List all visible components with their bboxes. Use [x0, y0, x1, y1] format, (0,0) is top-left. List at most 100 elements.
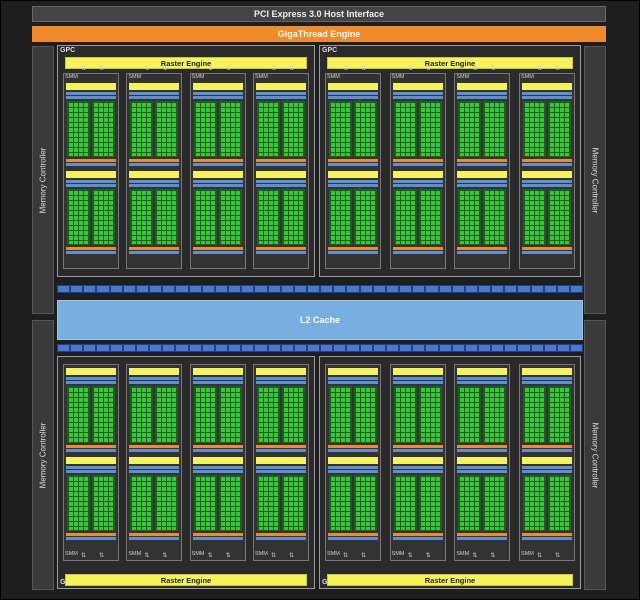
dispatch-unit — [457, 381, 508, 384]
load-store-unit — [522, 444, 572, 448]
instruction-buffer — [522, 83, 572, 90]
cuda-core-array — [483, 189, 507, 245]
instruction-buffer — [192, 368, 243, 375]
load-store-unit — [129, 247, 180, 250]
cuda-core-array — [418, 474, 442, 531]
instruction-buffer — [522, 456, 572, 464]
register-file — [256, 448, 306, 452]
warp-scheduler — [328, 92, 378, 95]
dispatch-unit — [328, 469, 378, 473]
smm-label: SMM — [327, 74, 340, 80]
warp-scheduler — [328, 377, 378, 380]
load-store-unit — [392, 444, 443, 448]
cuda-core-array — [523, 101, 546, 157]
cuda-core-array — [523, 386, 546, 443]
dispatch-unit — [328, 381, 378, 384]
smm-label: SMM — [391, 551, 405, 557]
arrow-icon: ⇅ — [490, 66, 496, 72]
pcie-host-interface: PCI Express 3.0 Host Interface — [32, 6, 606, 22]
arrow-icon: ⇅ — [425, 553, 431, 559]
register-file — [457, 163, 508, 166]
arrow-icon: ⇅ — [343, 66, 349, 72]
load-store-unit — [392, 533, 443, 536]
register-file — [522, 537, 572, 540]
instruction-buffer — [66, 368, 116, 375]
register-file — [192, 537, 243, 540]
arrow-icon: ⇅ — [99, 553, 105, 559]
cuda-core-array — [548, 386, 571, 443]
register-file — [256, 537, 306, 540]
l2-cache: L2 Cache — [57, 300, 583, 340]
instruction-buffer — [457, 368, 508, 375]
cuda-core-array — [548, 189, 571, 245]
cuda-core-array — [218, 101, 242, 157]
cuda-core-array — [193, 386, 217, 443]
instruction-buffer — [192, 83, 243, 90]
dispatch-unit — [392, 469, 443, 473]
cuda-core-array — [67, 189, 90, 245]
raster-engine: Raster Engine — [327, 574, 573, 586]
dispatch-unit — [129, 469, 180, 473]
register-file — [457, 251, 508, 254]
instruction-buffer — [66, 171, 116, 178]
load-store-unit — [256, 159, 306, 162]
warp-scheduler — [392, 465, 443, 469]
cuda-core-array — [329, 474, 352, 531]
cuda-core-array — [67, 101, 90, 157]
warp-scheduler — [392, 92, 443, 95]
load-store-unit — [192, 444, 243, 448]
arrow-icon: ⇅ — [207, 66, 213, 72]
register-file — [522, 251, 572, 254]
dispatch-unit — [129, 96, 180, 99]
warp-scheduler — [129, 465, 180, 469]
dispatch-unit — [129, 184, 180, 187]
cuda-core-array — [155, 386, 179, 443]
load-store-unit — [328, 533, 378, 536]
cuda-core-array — [155, 101, 179, 157]
load-store-unit — [522, 159, 572, 162]
instruction-buffer — [192, 456, 243, 464]
register-file — [328, 251, 378, 254]
warp-scheduler — [66, 180, 116, 183]
cuda-core-array — [130, 189, 154, 245]
smm-label: SMM — [255, 74, 268, 80]
smm-label: SMM — [65, 74, 78, 80]
cuda-core-array — [354, 189, 377, 245]
arrow-icon: ⇅ — [207, 553, 213, 559]
instruction-buffer — [256, 171, 306, 178]
load-store-unit — [522, 533, 572, 536]
register-file — [392, 448, 443, 452]
cuda-core-array — [92, 386, 115, 443]
dispatch-unit — [192, 184, 243, 187]
cuda-core-array — [354, 386, 377, 443]
arrow-icon: ⇅ — [555, 66, 561, 72]
warp-scheduler — [256, 92, 306, 95]
load-store-unit — [192, 533, 243, 536]
instruction-buffer — [328, 83, 378, 90]
smm-label: SMM — [255, 551, 268, 557]
register-file — [66, 448, 116, 452]
instruction-buffer — [66, 456, 116, 464]
register-file — [66, 251, 116, 254]
cuda-core-array — [257, 474, 280, 531]
warp-scheduler — [129, 180, 180, 183]
load-store-unit — [457, 533, 508, 536]
dispatch-unit — [328, 184, 378, 187]
warp-scheduler — [457, 377, 508, 380]
warp-scheduler — [192, 465, 243, 469]
instruction-buffer — [457, 456, 508, 464]
register-file — [522, 163, 572, 166]
warp-scheduler — [522, 92, 572, 95]
cuda-core-array — [523, 189, 546, 245]
cuda-core-array — [418, 189, 442, 245]
cuda-core-array — [548, 101, 571, 157]
register-file — [129, 448, 180, 452]
dispatch-unit — [66, 184, 116, 187]
instruction-buffer — [522, 171, 572, 178]
instruction-buffer — [392, 171, 443, 178]
cuda-core-array — [354, 474, 377, 531]
arrow-icon: ⇅ — [225, 553, 231, 559]
arrow-icon: ⇅ — [472, 66, 478, 72]
register-file — [192, 163, 243, 166]
instruction-buffer — [129, 456, 180, 464]
